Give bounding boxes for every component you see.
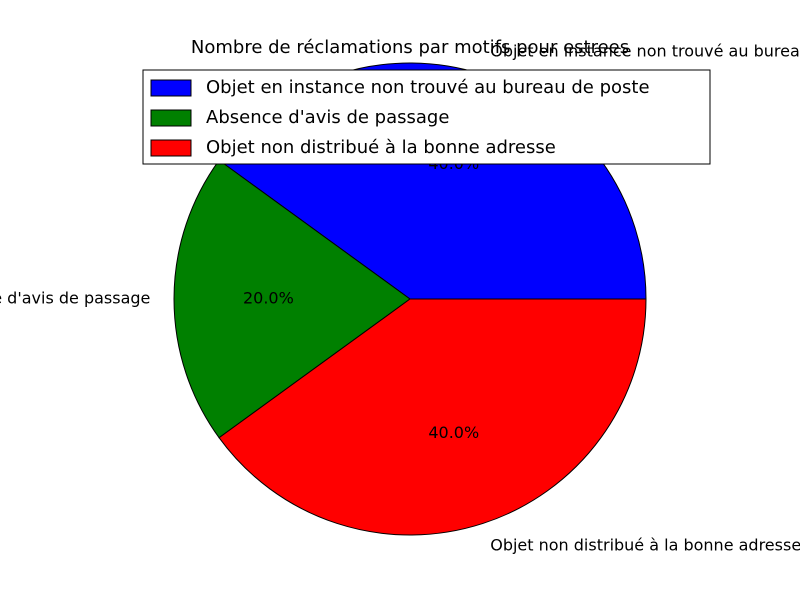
legend-swatch bbox=[150, 109, 192, 127]
pie-slice bbox=[218, 298, 647, 536]
pie-percent-label: 40.0% bbox=[428, 423, 479, 442]
legend-label: Objet non distribué à la bonne adresse bbox=[206, 137, 556, 158]
legend-label: Absence d'avis de passage bbox=[206, 107, 449, 128]
legend-frame bbox=[142, 69, 711, 165]
chart-legend: Objet en instance non trouvé au bureau d… bbox=[142, 69, 711, 165]
legend-swatch bbox=[150, 79, 192, 97]
pie-outer-labels: Objet en instance non trouvé au bureau d… bbox=[0, 42, 800, 555]
pie-slice-label: Objet en instance non trouvé au bureau d… bbox=[490, 42, 800, 61]
chart-title: Nombre de réclamations par motifs pour e… bbox=[191, 37, 629, 58]
legend-swatch bbox=[150, 139, 192, 157]
legend-label: Objet en instance non trouvé au bureau d… bbox=[206, 77, 650, 98]
pie-slice-label: Absence d'avis de passage bbox=[0, 289, 150, 308]
pie-slice-label: Objet non distribué à la bonne adresse bbox=[490, 535, 800, 554]
pie-percent-label: 20.0% bbox=[243, 289, 294, 308]
pie-slice bbox=[173, 159, 411, 439]
